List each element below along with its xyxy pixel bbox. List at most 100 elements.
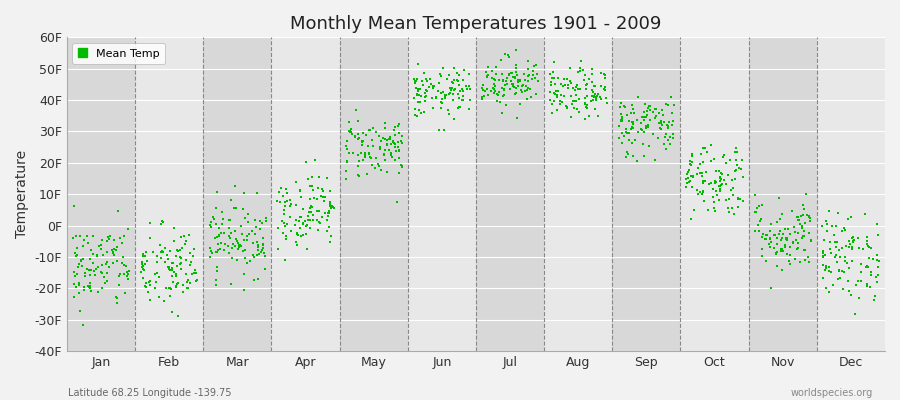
Point	[174, 246, 188, 253]
Point	[453, 88, 467, 94]
Point	[407, 95, 421, 102]
Point	[693, 189, 707, 195]
Bar	[272, 37, 339, 351]
Point	[277, 206, 292, 213]
Point	[358, 132, 373, 138]
Point	[626, 106, 640, 112]
Point	[284, 228, 298, 234]
Point	[729, 157, 743, 164]
Point	[594, 96, 608, 102]
Point	[446, 84, 460, 91]
Point	[732, 165, 746, 171]
Point	[775, 266, 789, 273]
Point	[73, 233, 87, 240]
Point	[712, 167, 726, 174]
Point	[320, 228, 334, 234]
Point	[463, 97, 477, 103]
Point	[567, 98, 581, 105]
Point	[526, 68, 540, 75]
Point	[434, 73, 448, 80]
Point	[416, 82, 430, 88]
Point	[581, 76, 596, 82]
Point	[692, 160, 706, 167]
Point	[442, 91, 456, 98]
Point	[835, 268, 850, 274]
Point	[580, 81, 595, 87]
Point	[116, 271, 130, 278]
Point	[580, 93, 595, 99]
Point	[645, 109, 660, 115]
Point	[413, 86, 428, 92]
Point	[515, 89, 529, 95]
Point	[395, 140, 410, 146]
Point	[643, 102, 657, 109]
Point	[233, 223, 248, 229]
Point	[763, 244, 778, 250]
Point	[546, 58, 561, 65]
Point	[524, 94, 538, 100]
Point	[769, 251, 783, 258]
Point	[301, 217, 315, 224]
Point	[351, 131, 365, 138]
Point	[110, 300, 124, 306]
Point	[318, 210, 332, 216]
Point	[436, 64, 450, 71]
Point	[499, 77, 513, 84]
Point	[210, 268, 224, 275]
Point	[763, 236, 778, 242]
Point	[640, 105, 654, 111]
Point	[513, 78, 527, 84]
Point	[593, 94, 608, 100]
Point	[599, 100, 614, 106]
Point	[651, 134, 665, 141]
Point	[292, 188, 307, 195]
Point	[548, 81, 562, 88]
Point	[256, 245, 270, 252]
Point	[188, 278, 202, 284]
Point	[342, 150, 356, 156]
Point	[369, 129, 383, 136]
Point	[779, 235, 794, 241]
Point	[383, 141, 398, 147]
Point	[790, 214, 805, 220]
Point	[712, 197, 726, 203]
Point	[477, 93, 491, 99]
Point	[798, 257, 813, 263]
Point	[796, 212, 810, 218]
Point	[508, 62, 523, 68]
Point	[136, 267, 150, 273]
Point	[76, 243, 90, 249]
Point	[163, 267, 177, 273]
Point	[869, 274, 884, 280]
Point	[589, 95, 603, 102]
Point	[514, 87, 528, 93]
Point	[790, 246, 805, 252]
Point	[521, 58, 535, 64]
Point	[598, 71, 612, 78]
Point	[392, 148, 407, 154]
Point	[276, 230, 291, 236]
Bar	[817, 37, 885, 351]
Point	[488, 83, 502, 89]
Point	[653, 126, 668, 132]
Point	[728, 168, 742, 174]
Point	[278, 198, 293, 205]
Point	[641, 122, 655, 128]
Point	[164, 286, 178, 292]
Point	[202, 245, 217, 251]
Point	[75, 263, 89, 270]
Point	[846, 236, 860, 243]
Point	[86, 251, 100, 257]
Point	[208, 234, 222, 241]
Point	[800, 212, 814, 218]
Point	[83, 284, 97, 291]
Point	[816, 236, 831, 243]
Point	[509, 72, 524, 79]
Point	[71, 263, 86, 270]
Point	[175, 234, 189, 240]
Point	[117, 262, 131, 269]
Point	[696, 180, 710, 186]
Point	[290, 231, 304, 237]
Point	[758, 236, 772, 242]
Point	[292, 218, 306, 224]
